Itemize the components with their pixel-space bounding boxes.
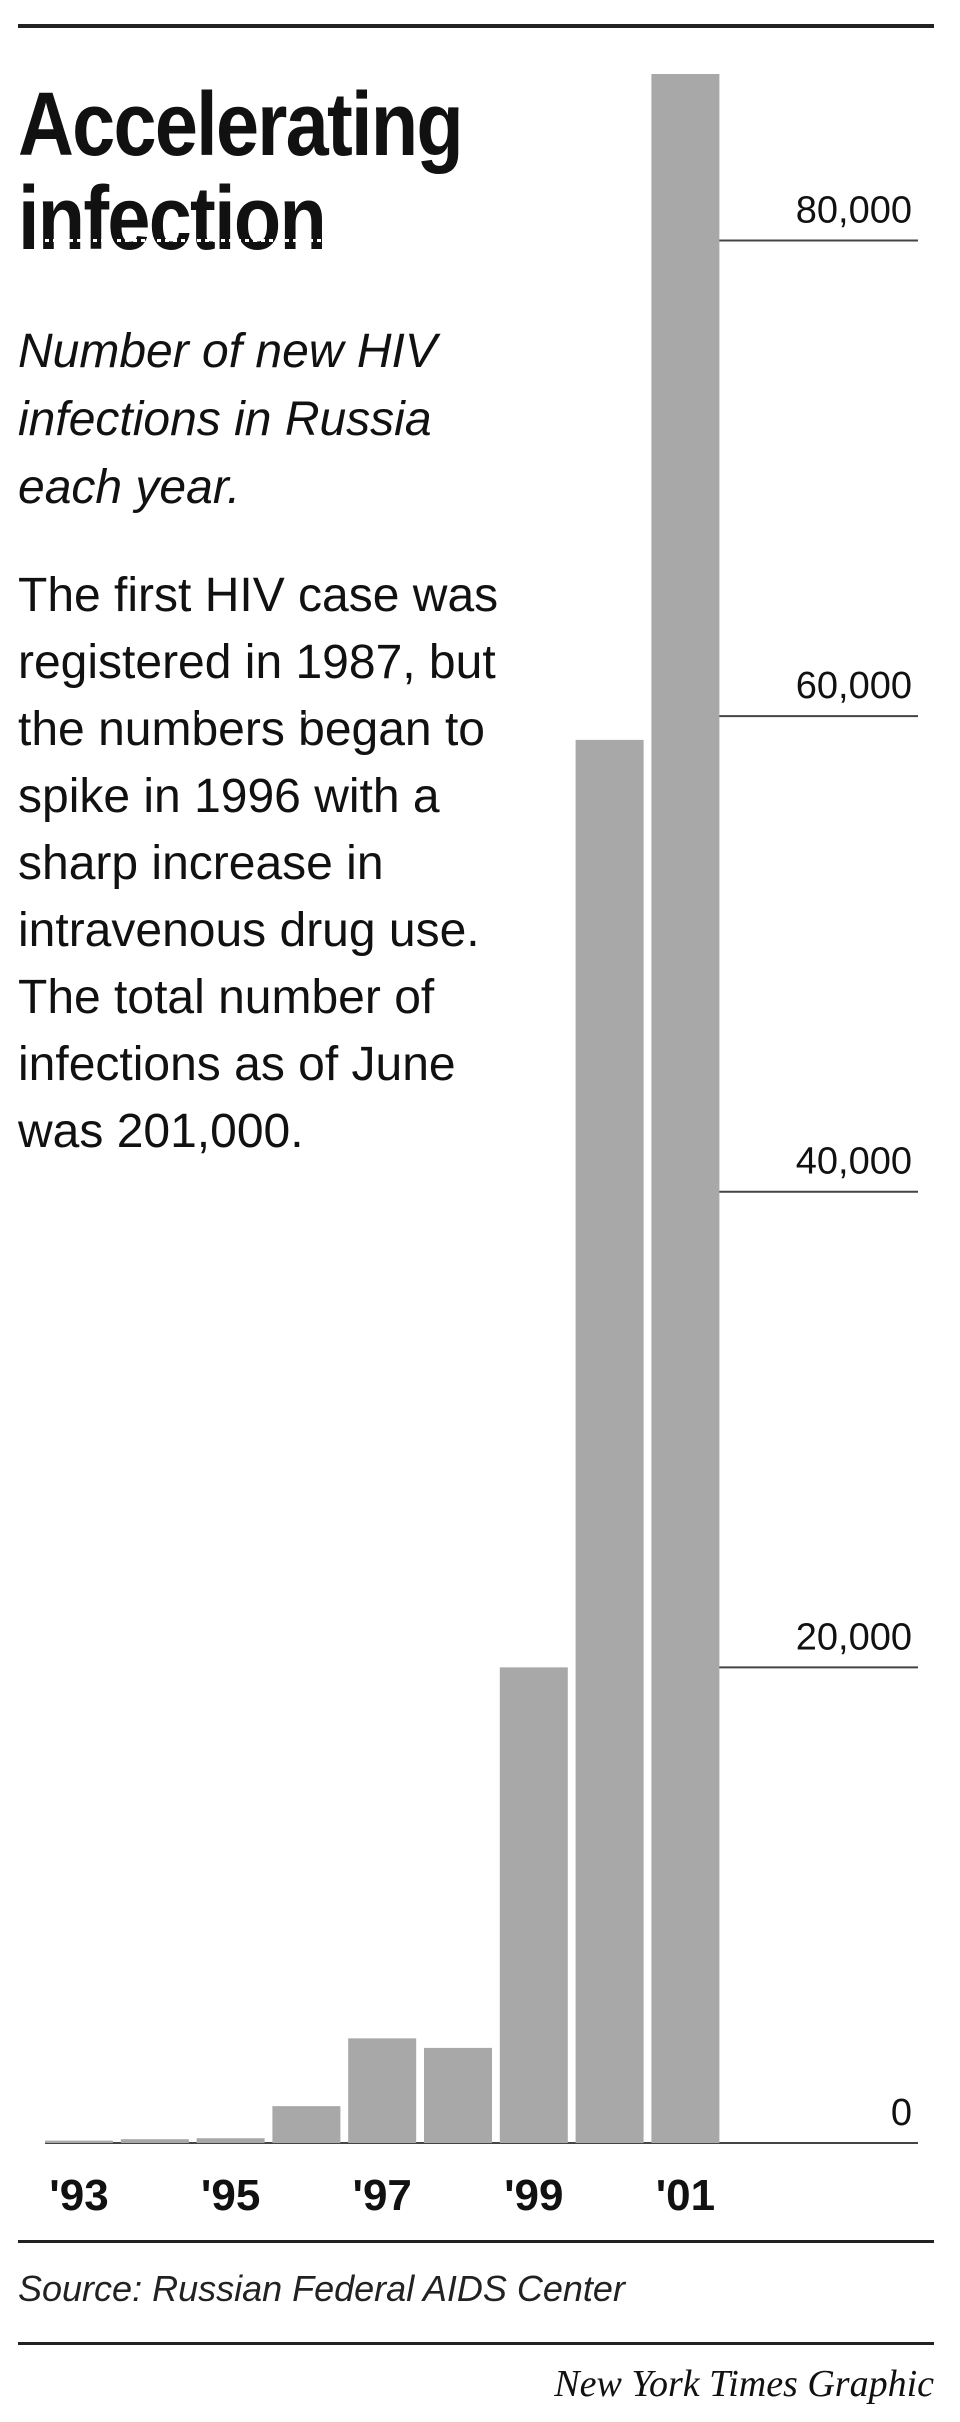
y-tick-label: 80,000 xyxy=(796,189,912,231)
chart-title: Accelerating infection xyxy=(18,75,464,269)
x-tick-label: '01 xyxy=(656,2171,715,2220)
gridlines xyxy=(45,238,918,2144)
bar-1994 xyxy=(120,2139,189,2143)
top-rule xyxy=(18,24,934,28)
y-tick-label: 0 xyxy=(891,2092,912,2134)
bar-1999 xyxy=(499,1667,568,2143)
y-tick-label: 40,000 xyxy=(796,1141,912,1183)
bar-1993 xyxy=(45,2140,113,2143)
bar-1998 xyxy=(424,2047,492,2143)
y-axis-ticks: 0 20,000 40,000 60,000 80,000 xyxy=(796,189,912,2134)
credit-line: New York Times Graphic xyxy=(554,2363,934,2405)
chart-subtitle: Number of new HIV infections in Russia e… xyxy=(18,325,437,514)
x-tick-label: '95 xyxy=(201,2171,260,2220)
x-tick-label: '93 xyxy=(49,2171,108,2220)
y-tick-label: 20,000 xyxy=(796,1616,912,1658)
bar-1997 xyxy=(348,2038,417,2143)
bars xyxy=(45,74,720,2144)
source-note: Source: Russian Federal AIDS Center xyxy=(18,2268,625,2309)
x-axis-ticks: '93 '95 '97 '99 '01 xyxy=(49,2171,715,2220)
bottom-rule xyxy=(18,2240,934,2243)
y-tick-label: 60,000 xyxy=(796,665,912,707)
bar-1996 xyxy=(272,2106,341,2143)
x-tick-label: '97 xyxy=(352,2171,411,2220)
bar-2001 xyxy=(651,74,720,2143)
credit-rule xyxy=(18,2342,934,2345)
bar-chart: 0 20,000 40,000 60,000 80,000 '93 '95 '97 '99 '0… xyxy=(45,74,918,2220)
chart-description: The first HIV case was registered in 198… xyxy=(18,569,499,1158)
bar-2000 xyxy=(575,739,644,2144)
x-tick-label: '99 xyxy=(504,2171,563,2220)
bar-1995 xyxy=(196,2138,265,2143)
